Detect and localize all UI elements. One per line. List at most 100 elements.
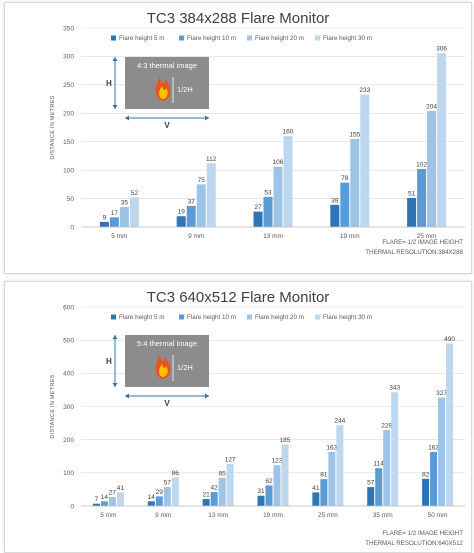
y-tick-label: 100: [63, 167, 74, 174]
y-tick-label: 350: [63, 25, 74, 32]
data-label: 233: [359, 87, 370, 94]
data-label: 163: [326, 444, 337, 451]
data-label: 229: [381, 423, 392, 430]
data-label: 57: [367, 480, 375, 487]
data-label: 39: [331, 197, 339, 204]
legend-swatch: [179, 314, 184, 320]
bar: [273, 465, 281, 506]
bar: [163, 487, 171, 506]
x-tick-label: 13 mm: [208, 512, 228, 519]
arrow-head-icon: [125, 393, 129, 399]
data-label: 7: [95, 496, 99, 503]
bar: [186, 205, 196, 227]
arrow-head-icon: [205, 115, 209, 121]
bar: [437, 53, 447, 227]
bar: [367, 487, 375, 506]
bar: [109, 217, 119, 227]
x-tick-label: 25 mm: [417, 233, 437, 240]
bar: [427, 111, 437, 227]
data-label: 112: [206, 156, 217, 163]
bar: [218, 477, 226, 506]
y-axis-label: DISTANCE IN METRES: [50, 374, 56, 438]
bar: [446, 343, 454, 506]
y-tick-label: 500: [63, 337, 74, 344]
data-label: 343: [389, 385, 400, 392]
bar: [422, 478, 430, 506]
x-tick-label: 5 mm: [111, 233, 127, 240]
y-tick-label: 50: [67, 196, 75, 203]
width-label: V: [164, 121, 170, 130]
bar: [171, 477, 179, 506]
data-label: 27: [109, 490, 117, 497]
x-tick-label: 50 mm: [428, 512, 448, 519]
arrow-head-icon: [112, 335, 118, 339]
data-label: 490: [444, 336, 455, 343]
legend-label: Flare height 10 m: [187, 35, 236, 42]
bar: [283, 136, 293, 227]
bar: [438, 397, 446, 506]
footnote: FLARE= 1/2 IMAGE HEIGHT: [382, 530, 463, 537]
bar: [312, 492, 320, 506]
data-label: 41: [117, 485, 125, 492]
data-label: 85: [219, 470, 227, 477]
x-tick-label: 13 mm: [263, 233, 283, 240]
x-tick-label: 9 mm: [188, 233, 204, 240]
bar: [273, 166, 283, 227]
data-label: 204: [426, 104, 437, 111]
bar: [196, 184, 206, 227]
half-height-label: 1/2H: [177, 85, 193, 94]
data-label: 29: [156, 489, 164, 496]
bar: [116, 492, 124, 506]
chart-384x288: TC3 384x288 Flare Monitor 0 50 100 150 200 250…: [50, 10, 465, 256]
x-tick-label: 25 mm: [318, 512, 338, 519]
data-label: 106: [273, 159, 284, 166]
legend-swatch: [247, 35, 252, 41]
bar: [328, 451, 336, 506]
chart-640x512: TC3 640x512 Flare Monitor 0 100 200 300 400 50…: [50, 289, 465, 547]
data-label: 185: [280, 437, 291, 444]
y-tick-label: 200: [63, 437, 74, 444]
chart-panel-640x512: TC3 640x512 Flare Monitor 0 100 200 300 400 50…: [4, 281, 472, 553]
legend-swatch: [111, 314, 116, 320]
width-label: V: [164, 399, 170, 408]
data-label: 17: [111, 210, 119, 217]
bar: [375, 468, 383, 506]
y-tick-label: 0: [70, 503, 74, 510]
y-axis-label: DISTANCE IN METRES: [50, 95, 56, 159]
data-label: 160: [283, 129, 294, 136]
x-tick-label: 9 mm: [155, 512, 171, 519]
data-label: 27: [254, 204, 262, 211]
bar: [263, 196, 273, 227]
data-label: 31: [257, 488, 265, 495]
x-tick-label: 5 mm: [100, 512, 116, 519]
legend-swatch: [111, 35, 116, 41]
legend-swatch: [315, 35, 320, 41]
data-label: 9: [103, 214, 107, 221]
x-tick-label: 35 mm: [373, 512, 393, 519]
bar: [340, 182, 350, 227]
bar: [257, 495, 265, 506]
bar: [206, 163, 216, 227]
bar: [210, 492, 218, 506]
bar: [383, 430, 391, 506]
bar: [360, 94, 370, 227]
data-label: 155: [349, 131, 360, 138]
data-label: 41: [312, 485, 320, 492]
bar: [176, 216, 186, 227]
arrow-head-icon: [112, 383, 118, 387]
data-label: 14: [148, 494, 156, 501]
y-tick-label: 300: [63, 54, 74, 61]
legend-swatch: [315, 314, 320, 320]
data-label: 35: [121, 200, 129, 207]
bar: [336, 425, 344, 506]
bar: [430, 451, 438, 506]
arrow-head-icon: [205, 393, 209, 399]
y-tick-label: 200: [63, 111, 74, 118]
legend-label: Flare height 20 m: [255, 314, 304, 321]
legend-swatch: [179, 35, 184, 41]
bar: [99, 221, 109, 227]
data-label: 82: [422, 471, 430, 478]
y-tick-label: 300: [63, 404, 74, 411]
inset-caption: 5:4 thermal image: [137, 339, 197, 348]
bar: [108, 497, 116, 506]
